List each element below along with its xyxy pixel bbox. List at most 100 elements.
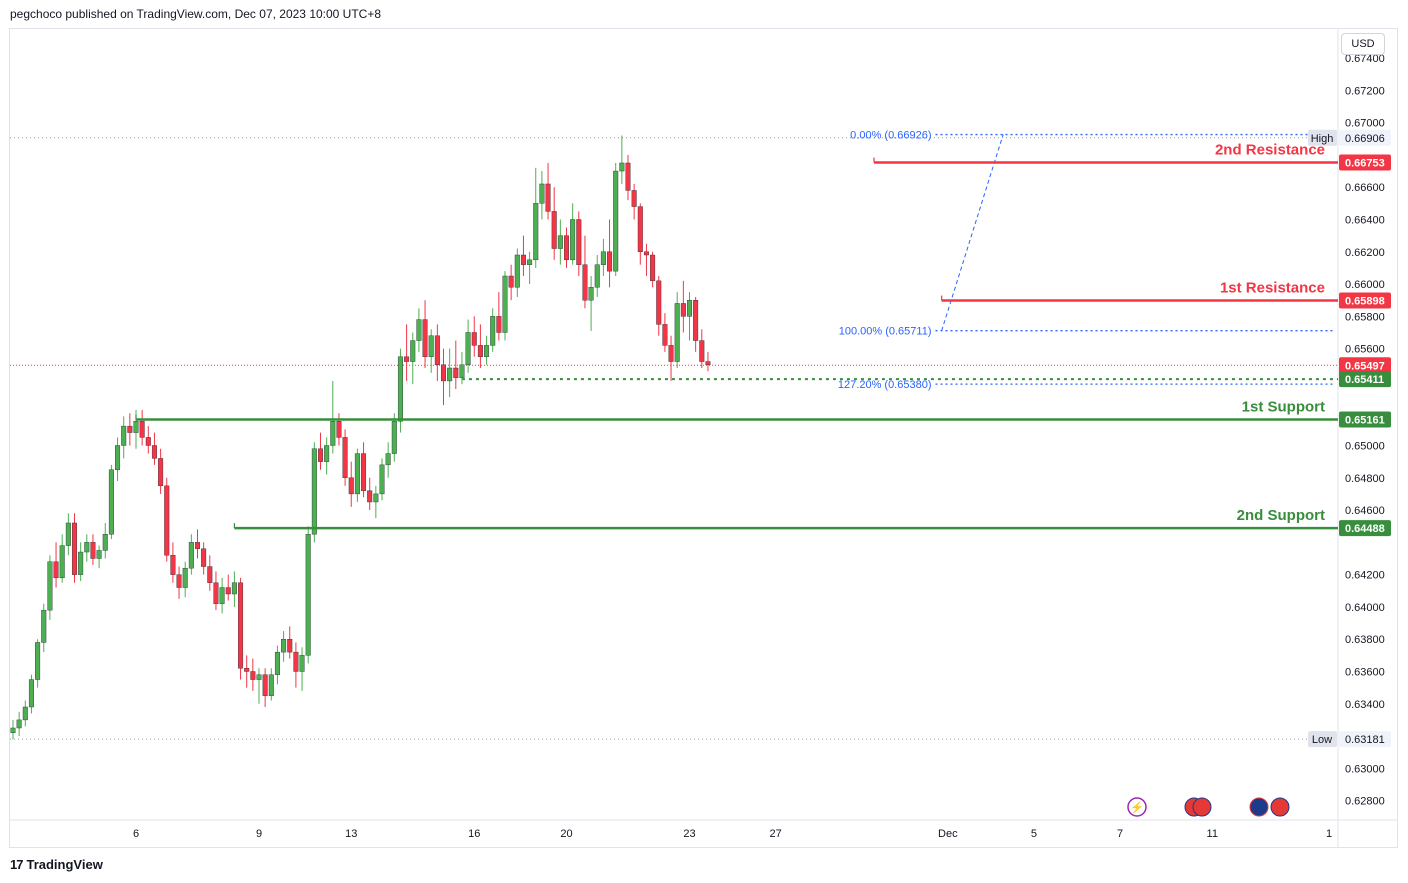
candle-body	[490, 316, 496, 346]
candle-body	[680, 303, 686, 317]
us-flag-icon-2[interactable]	[1270, 797, 1290, 817]
candle-body	[502, 275, 508, 333]
candle-body	[90, 542, 96, 559]
candle-body	[293, 651, 299, 672]
high-tag: High	[1311, 133, 1334, 145]
candle-body	[65, 522, 71, 546]
y-tick-label: 0.62800	[1345, 796, 1385, 808]
x-tick-label: 9	[256, 828, 262, 840]
candle-body	[656, 280, 662, 325]
candle-body	[496, 316, 502, 333]
y-tick-label: 0.65000	[1345, 440, 1385, 452]
y-tick-label: 0.63600	[1345, 666, 1385, 678]
candle-body	[336, 421, 342, 438]
candle-body	[416, 319, 422, 341]
candle-body	[514, 254, 520, 288]
level-price-badge: 0.65161	[1345, 414, 1385, 426]
candle-body	[527, 259, 533, 265]
high-tag-bg	[1308, 129, 1337, 146]
y-tick-label: 0.63000	[1345, 763, 1385, 775]
y-tick-label: 0.63400	[1345, 699, 1385, 711]
tradingview-brand: TradingView	[26, 857, 103, 872]
candle-body	[354, 453, 360, 495]
y-tick-label: 0.65800	[1345, 311, 1385, 323]
candle-body	[96, 550, 102, 559]
candle-body	[219, 587, 225, 604]
fib-level-label: 100.00% (0.65711)	[839, 326, 932, 338]
candle-body	[53, 561, 59, 579]
candle-body	[287, 639, 293, 653]
level-name-label: 1st Support	[1242, 398, 1325, 415]
candle-body	[47, 561, 53, 611]
y-tick-label: 0.64600	[1345, 505, 1385, 517]
candle-body	[459, 364, 465, 378]
candle-body	[422, 319, 428, 357]
candle-body	[441, 364, 447, 382]
candle-body	[244, 668, 250, 672]
candle-body	[121, 425, 127, 446]
candle-body	[699, 340, 705, 362]
candle-body	[361, 453, 367, 491]
candle-body	[508, 275, 514, 288]
candle-body	[373, 493, 379, 503]
tradingview-logo-icon: 17	[10, 857, 24, 872]
fib-level-label: 127.20% (0.65380)	[838, 379, 932, 391]
y-tick-label: 0.66000	[1345, 279, 1385, 291]
candle-body	[28, 679, 34, 708]
candle-body	[582, 264, 588, 301]
x-tick-label: 1	[1326, 828, 1332, 840]
candle-body	[115, 445, 121, 470]
x-tick-label: 13	[345, 828, 357, 840]
candle-body	[324, 445, 330, 462]
candle-body	[625, 162, 631, 191]
candle-body	[41, 609, 47, 643]
high-value-bg	[1339, 129, 1391, 146]
low-tag-bg	[1308, 731, 1337, 748]
candle-body	[16, 719, 22, 729]
candle-body	[274, 651, 280, 675]
candle-body	[225, 587, 231, 595]
candle-body	[404, 356, 410, 362]
candle-body	[133, 421, 139, 433]
candle-body	[465, 332, 471, 365]
au-flag-icon[interactable]	[1249, 797, 1269, 817]
candle-body	[668, 345, 674, 362]
x-tick-label: 20	[560, 828, 572, 840]
candle-body	[231, 582, 237, 595]
high-value: 0.66906	[1345, 133, 1385, 145]
candle-body	[428, 335, 434, 357]
currency-selector[interactable]: USD	[1341, 33, 1385, 55]
candle-body	[650, 254, 656, 282]
candle-body	[545, 183, 551, 212]
level-price-badge-bg	[1339, 520, 1391, 537]
low-value: 0.63181	[1345, 734, 1385, 746]
candle-body	[213, 582, 219, 604]
x-tick-label: 23	[683, 828, 695, 840]
candle-body	[262, 674, 268, 696]
candle-body	[551, 211, 557, 249]
publisher-header: pegchoco published on TradingView.com, D…	[10, 7, 382, 21]
candle-body	[176, 574, 182, 588]
level-price-badge-bg	[1339, 154, 1391, 171]
x-tick-label: 16	[468, 828, 480, 840]
y-tick-label: 0.67400	[1345, 53, 1385, 65]
candle-body	[164, 485, 170, 556]
candle-body	[250, 671, 256, 680]
x-tick-label: 7	[1117, 828, 1123, 840]
candle-body	[311, 448, 317, 535]
candle-body	[348, 477, 354, 495]
candle-body	[108, 469, 114, 535]
level-price-badge-bg	[1339, 292, 1391, 309]
candle-body	[477, 345, 483, 357]
us-flag-icon[interactable]	[1192, 797, 1212, 817]
candle-body	[453, 367, 459, 378]
candle-body	[268, 674, 274, 696]
y-tick-label: 0.66400	[1345, 214, 1385, 226]
candle-body	[557, 235, 563, 249]
last-price-badge-bg	[1339, 357, 1391, 374]
candle-body	[139, 421, 145, 438]
candle-body	[10, 727, 16, 734]
lightning-event-icon[interactable]	[1127, 797, 1147, 817]
candle-body	[59, 545, 65, 579]
